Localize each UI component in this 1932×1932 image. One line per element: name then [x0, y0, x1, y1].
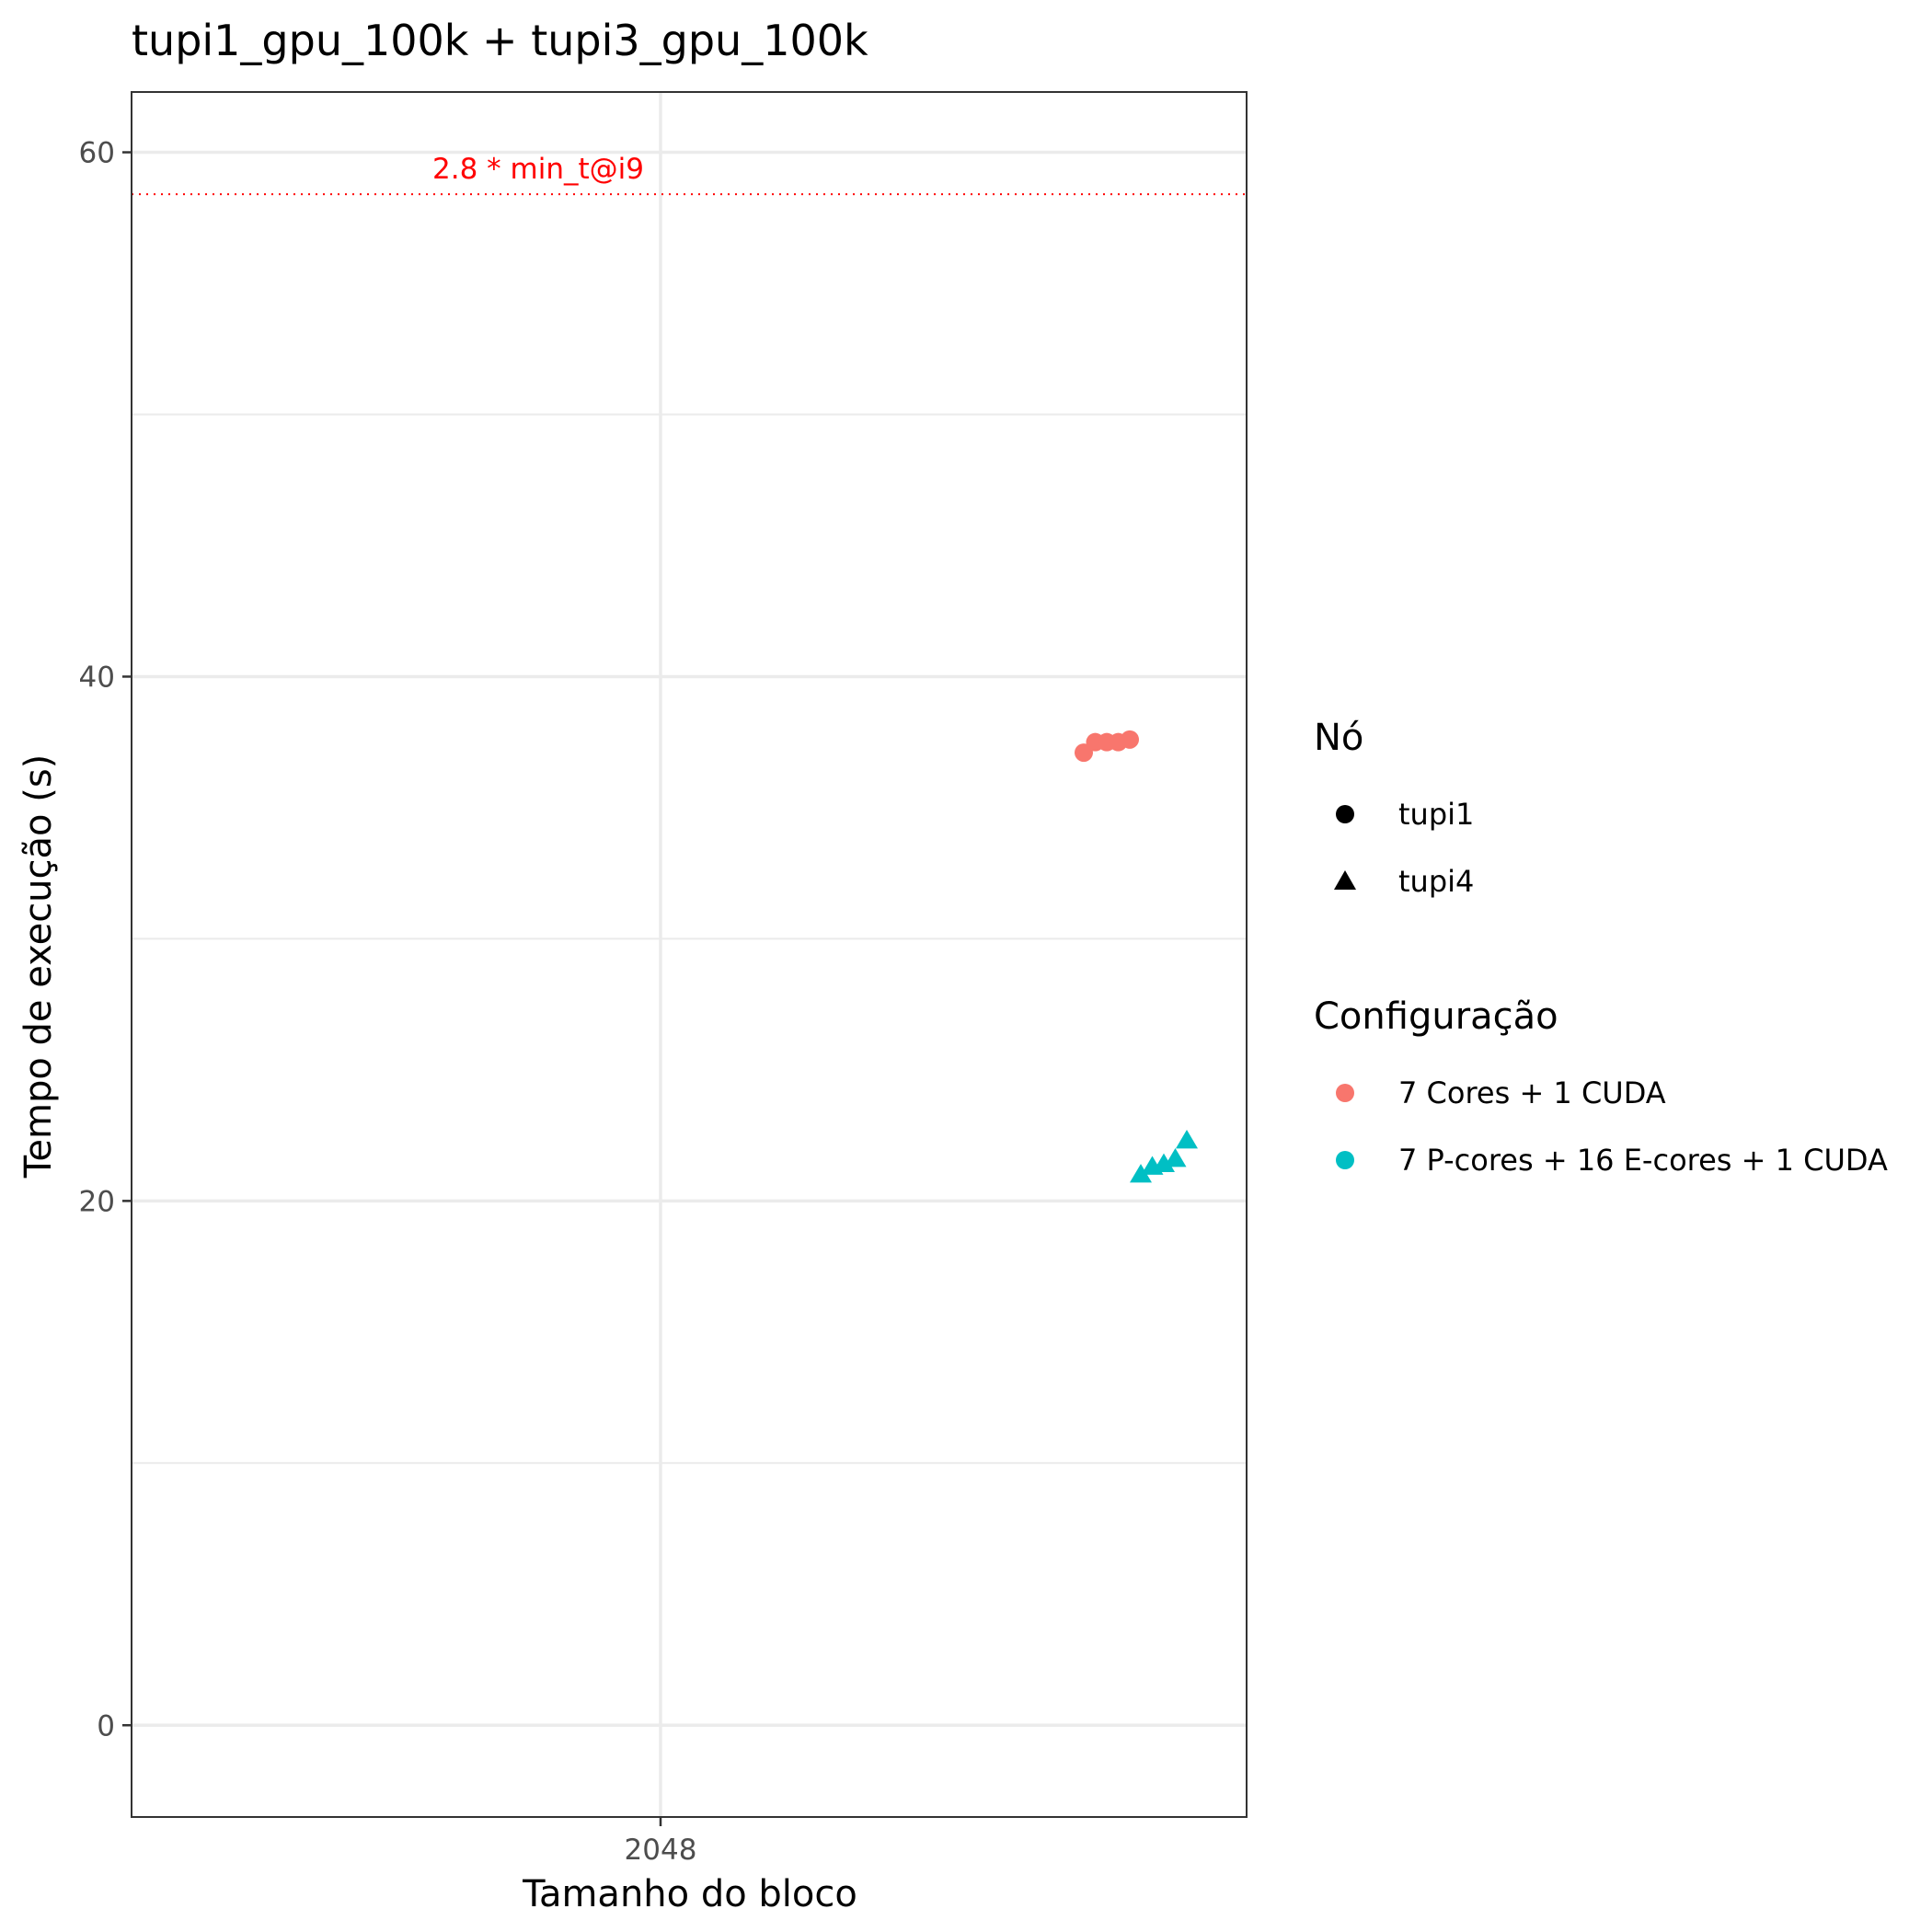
data-point-tupi1	[1121, 730, 1139, 749]
data-point-tupi4	[1153, 1153, 1175, 1173]
legend-key-circle	[1336, 1084, 1354, 1102]
data-point-tupi4	[1130, 1164, 1152, 1183]
x-axis: 2048	[625, 1817, 697, 1867]
x-tick-label: 2048	[625, 1834, 697, 1867]
panel-border	[131, 91, 1248, 1818]
data-point-tupi4	[1164, 1147, 1187, 1167]
x-axis-title: Tamanho do bloco	[522, 1873, 857, 1915]
reference-line-label: 2.8 * min_t@i9	[432, 153, 644, 186]
legend-title: Nó	[1314, 717, 1363, 759]
legend-label: 7 Cores + 1 CUDA	[1398, 1075, 1666, 1110]
y-tick-label: 40	[79, 661, 115, 694]
plot-panel: 2.8 * min_t@i9	[131, 91, 1248, 1818]
y-tick-label: 20	[79, 1185, 115, 1218]
panel-background	[132, 92, 1247, 1817]
y-tick-label: 0	[97, 1709, 115, 1742]
legend: Nó tupi1 tupi4 Configuração 7 Cores + 1 CUDA…	[1314, 717, 1888, 1178]
y-axis: 0 20 40 60	[79, 137, 132, 1742]
legend-label: 7 P-cores + 16 E-cores + 1 CUDA	[1398, 1143, 1888, 1178]
y-tick-label: 60	[79, 137, 115, 170]
legend-key-circle	[1336, 1151, 1354, 1169]
legend-key-triangle	[1334, 870, 1356, 890]
legend-label: tupi4	[1398, 864, 1474, 899]
data-point-tupi4	[1176, 1130, 1198, 1149]
legend-title: Configuração	[1314, 995, 1558, 1038]
chart-title: tupi1_gpu_100k + tupi3_gpu_100k	[132, 16, 868, 65]
legend-key-circle	[1336, 805, 1354, 823]
y-axis-title: Tempo de execução (s)	[17, 754, 60, 1179]
legend-label: tupi1	[1398, 797, 1474, 832]
